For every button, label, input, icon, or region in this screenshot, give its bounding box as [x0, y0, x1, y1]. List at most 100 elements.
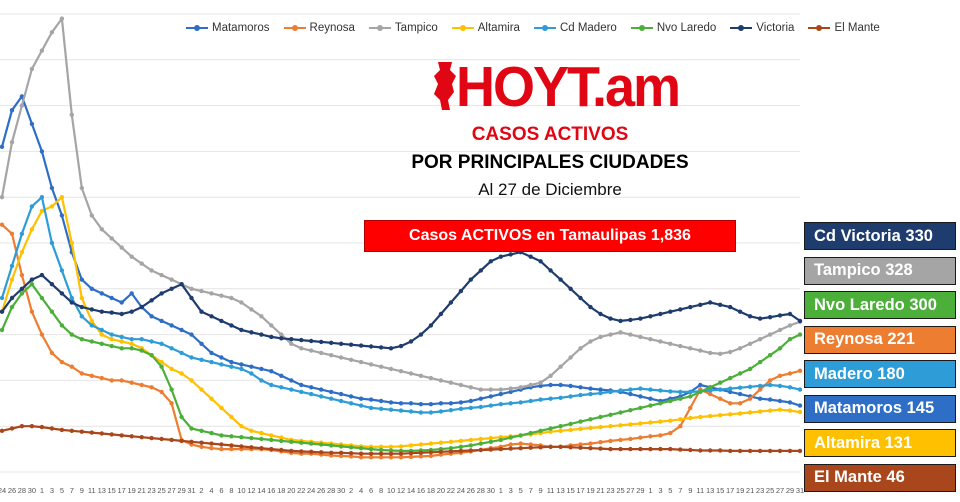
data-point [289, 341, 294, 346]
legend-item-tampico: Tampico [368, 20, 438, 36]
data-point [438, 311, 444, 317]
data-point [149, 385, 154, 390]
data-point [468, 448, 473, 453]
data-point [209, 396, 214, 401]
data-point [418, 450, 424, 455]
data-point [787, 400, 793, 405]
data-point [648, 446, 653, 452]
data-point [548, 382, 553, 388]
data-point [89, 323, 95, 328]
data-point [299, 440, 304, 445]
x-tick-label: 20 [287, 486, 295, 495]
data-point [747, 366, 753, 372]
x-tick-label: 24 [457, 486, 465, 495]
data-point [578, 385, 583, 390]
data-point [767, 332, 773, 337]
data-point [289, 387, 294, 392]
data-point [767, 315, 773, 320]
x-tick-label: 13 [556, 486, 564, 495]
brand-logo: HOYT.am [432, 56, 681, 119]
data-point [398, 408, 404, 413]
data-point [528, 445, 533, 450]
data-point [119, 339, 124, 344]
data-point [488, 439, 493, 444]
data-point [368, 397, 374, 402]
data-point [638, 435, 643, 440]
legend-item-nvo-laredo: Nvo Laredo [630, 20, 716, 36]
data-point [668, 446, 673, 452]
data-point [628, 317, 633, 323]
data-point [538, 383, 543, 389]
data-point [548, 373, 553, 378]
data-point [169, 366, 174, 372]
series-victoria [0, 250, 803, 351]
data-point [99, 375, 105, 381]
data-point [129, 380, 134, 385]
data-point [59, 323, 65, 328]
data-point [528, 382, 533, 388]
x-tick-label: 15 [716, 486, 724, 495]
data-point [538, 428, 543, 433]
legend-swatch [533, 23, 556, 33]
data-point [428, 410, 434, 415]
x-tick-label: 12 [397, 486, 405, 495]
city-label-el: El Mante 46 [804, 463, 956, 492]
data-point [388, 455, 394, 460]
data-point [159, 291, 164, 296]
data-point [538, 445, 543, 450]
data-point [438, 409, 444, 414]
data-point [408, 371, 414, 376]
data-point [718, 396, 723, 401]
data-point [498, 254, 503, 259]
x-tick-label: 6 [369, 486, 373, 495]
data-point [568, 421, 573, 427]
data-point [488, 387, 493, 392]
heading-date: Al 27 de Diciembre [478, 180, 622, 199]
data-point [608, 332, 613, 337]
x-tick-label: 28 [477, 486, 485, 495]
data-point [159, 272, 164, 278]
data-point [79, 295, 85, 301]
x-tick-label: 30 [28, 486, 36, 495]
data-point [59, 291, 65, 296]
data-point [728, 375, 733, 381]
data-point [428, 453, 434, 459]
data-point [179, 282, 184, 287]
x-tick-label: 7 [529, 486, 533, 495]
data-point [757, 396, 763, 401]
x-tick-label: 22 [297, 486, 305, 495]
data-point [708, 385, 713, 390]
data-point [89, 307, 95, 312]
data-point [9, 304, 15, 310]
data-point [129, 346, 134, 351]
x-tick-label: 9 [688, 486, 692, 495]
tamaulipas-map-icon [434, 62, 456, 110]
data-point [618, 437, 623, 443]
x-tick-label: 27 [626, 486, 634, 495]
data-point [338, 355, 344, 360]
data-point [69, 112, 75, 118]
data-point [588, 446, 593, 451]
data-point [29, 121, 35, 127]
data-point [39, 195, 45, 200]
data-point [508, 446, 513, 451]
data-point [598, 446, 603, 451]
legend-swatch [283, 23, 306, 33]
data-point [398, 455, 404, 460]
data-point [728, 401, 733, 406]
total-cases-banner: Casos ACTIVOS en Tamaulipas 1,836 [364, 220, 736, 252]
data-point [678, 424, 683, 429]
data-point [388, 400, 394, 405]
data-point [398, 451, 404, 456]
data-point [408, 339, 414, 344]
data-point [249, 371, 254, 376]
data-point [299, 389, 304, 395]
data-point [279, 435, 284, 440]
data-point [289, 448, 294, 454]
data-point [767, 353, 773, 358]
data-point [149, 435, 154, 441]
data-point [49, 309, 55, 314]
data-point [747, 396, 753, 401]
data-point [358, 359, 364, 365]
data-point [588, 386, 593, 391]
